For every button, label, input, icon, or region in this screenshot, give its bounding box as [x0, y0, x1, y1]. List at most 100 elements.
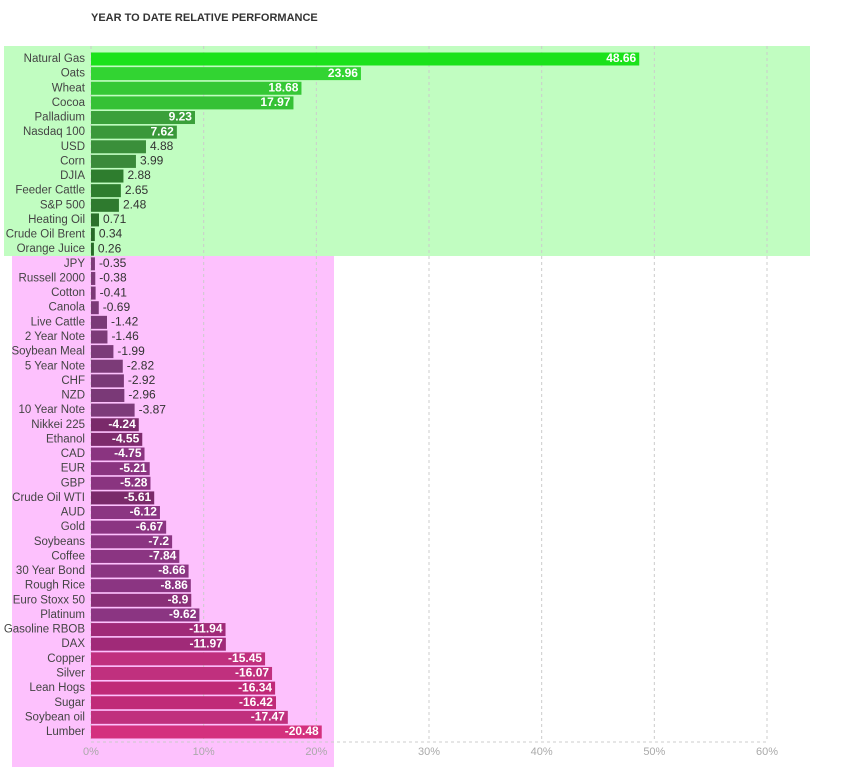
category-label: Wheat	[52, 82, 86, 94]
bar	[91, 257, 95, 271]
bar	[91, 710, 288, 724]
value-label: -5.28	[120, 475, 148, 489]
bar	[91, 608, 200, 622]
bar	[91, 462, 150, 476]
category-label: CAD	[61, 448, 85, 460]
bar	[91, 506, 160, 520]
category-label: Feeder Cattle	[15, 185, 85, 197]
category-label: EUR	[61, 463, 85, 475]
value-label: -8.86	[160, 578, 188, 592]
bar	[91, 593, 192, 607]
value-label: -0.35	[99, 256, 127, 270]
value-label: -20.48	[285, 724, 319, 738]
bar	[91, 652, 266, 666]
bar	[91, 330, 108, 344]
category-label: Soybean Meal	[11, 346, 85, 358]
value-label: -1.46	[111, 329, 139, 343]
bar	[91, 271, 96, 285]
bar	[91, 111, 195, 125]
value-label: -3.87	[139, 402, 167, 416]
value-label: -8.9	[168, 592, 189, 606]
bar	[91, 432, 143, 446]
value-label: -5.21	[119, 461, 147, 475]
value-label: -16.34	[238, 680, 272, 694]
value-label: -15.45	[228, 651, 262, 665]
bar	[91, 491, 155, 505]
bar	[91, 154, 136, 168]
bar	[91, 184, 121, 198]
value-label: -11.97	[189, 636, 223, 650]
category-label: Sugar	[54, 697, 85, 709]
bar	[91, 67, 361, 81]
bar	[91, 564, 189, 578]
category-label: Live Cattle	[31, 316, 85, 328]
x-tick-label: 10%	[193, 746, 215, 758]
category-label: Corn	[60, 155, 85, 167]
bar	[91, 301, 99, 315]
value-label: -8.66	[158, 563, 186, 577]
bar	[91, 242, 94, 256]
x-tick-label: 0%	[83, 746, 99, 758]
category-label: DAX	[61, 638, 85, 650]
bar	[91, 403, 135, 417]
category-label: Cocoa	[52, 97, 86, 109]
bar	[91, 315, 107, 329]
value-label: -4.75	[114, 446, 142, 460]
value-label: 0.34	[99, 227, 123, 241]
bar	[91, 140, 146, 154]
category-label: Euro Stoxx 50	[13, 594, 85, 606]
category-label: Silver	[56, 667, 85, 679]
category-label: Heating Oil	[28, 214, 85, 226]
value-label: -2.82	[127, 358, 155, 372]
value-label: -6.67	[136, 519, 164, 533]
category-label: Nikkei 225	[31, 419, 85, 431]
bar	[91, 725, 322, 739]
value-label: -16.42	[239, 695, 273, 709]
value-label: -0.38	[99, 271, 127, 285]
category-label: Soybeans	[34, 536, 85, 548]
value-label: -7.2	[148, 534, 169, 548]
value-label: 0.26	[98, 241, 122, 255]
value-label: -9.62	[169, 607, 197, 621]
bar	[91, 228, 95, 242]
category-label: Lumber	[46, 726, 85, 738]
bar	[91, 388, 125, 402]
bar	[91, 666, 273, 680]
value-label: -0.69	[103, 300, 131, 314]
category-label: GBP	[61, 477, 86, 489]
category-label: CHF	[61, 375, 85, 387]
value-label: 2.48	[123, 197, 147, 211]
bar	[91, 418, 139, 432]
category-label: Gold	[61, 521, 85, 533]
value-label: -16.07	[235, 666, 269, 680]
chart-title: YEAR TO DATE RELATIVE PERFORMANCE	[91, 12, 318, 24]
bar	[91, 198, 119, 212]
category-label: 10 Year Note	[18, 404, 85, 416]
bar	[91, 374, 124, 388]
value-label: -11.94	[189, 622, 223, 636]
bar	[91, 447, 145, 461]
value-label: 48.66	[606, 51, 636, 65]
category-label: Palladium	[35, 112, 86, 124]
category-label: DJIA	[60, 170, 85, 182]
value-label: -7.84	[149, 549, 177, 563]
category-label: Cotton	[51, 287, 85, 299]
category-label: 2 Year Note	[25, 331, 85, 343]
category-label: Ethanol	[46, 433, 85, 445]
bar	[91, 52, 640, 66]
category-label: Rough Rice	[25, 580, 85, 592]
value-label: 17.97	[260, 95, 290, 109]
value-label: 2.88	[127, 168, 151, 182]
value-label: 2.65	[125, 183, 149, 197]
category-label: Russell 2000	[19, 272, 85, 284]
value-label: -1.99	[117, 344, 145, 358]
value-label: 9.23	[169, 110, 193, 124]
bar	[91, 476, 151, 490]
bar	[91, 696, 276, 710]
category-label: Copper	[47, 653, 85, 665]
category-label: Coffee	[51, 550, 85, 562]
category-label: AUD	[61, 507, 85, 519]
category-label: Crude Oil Brent	[6, 229, 86, 241]
x-tick-label: 20%	[305, 746, 327, 758]
value-label: -1.42	[111, 315, 139, 329]
